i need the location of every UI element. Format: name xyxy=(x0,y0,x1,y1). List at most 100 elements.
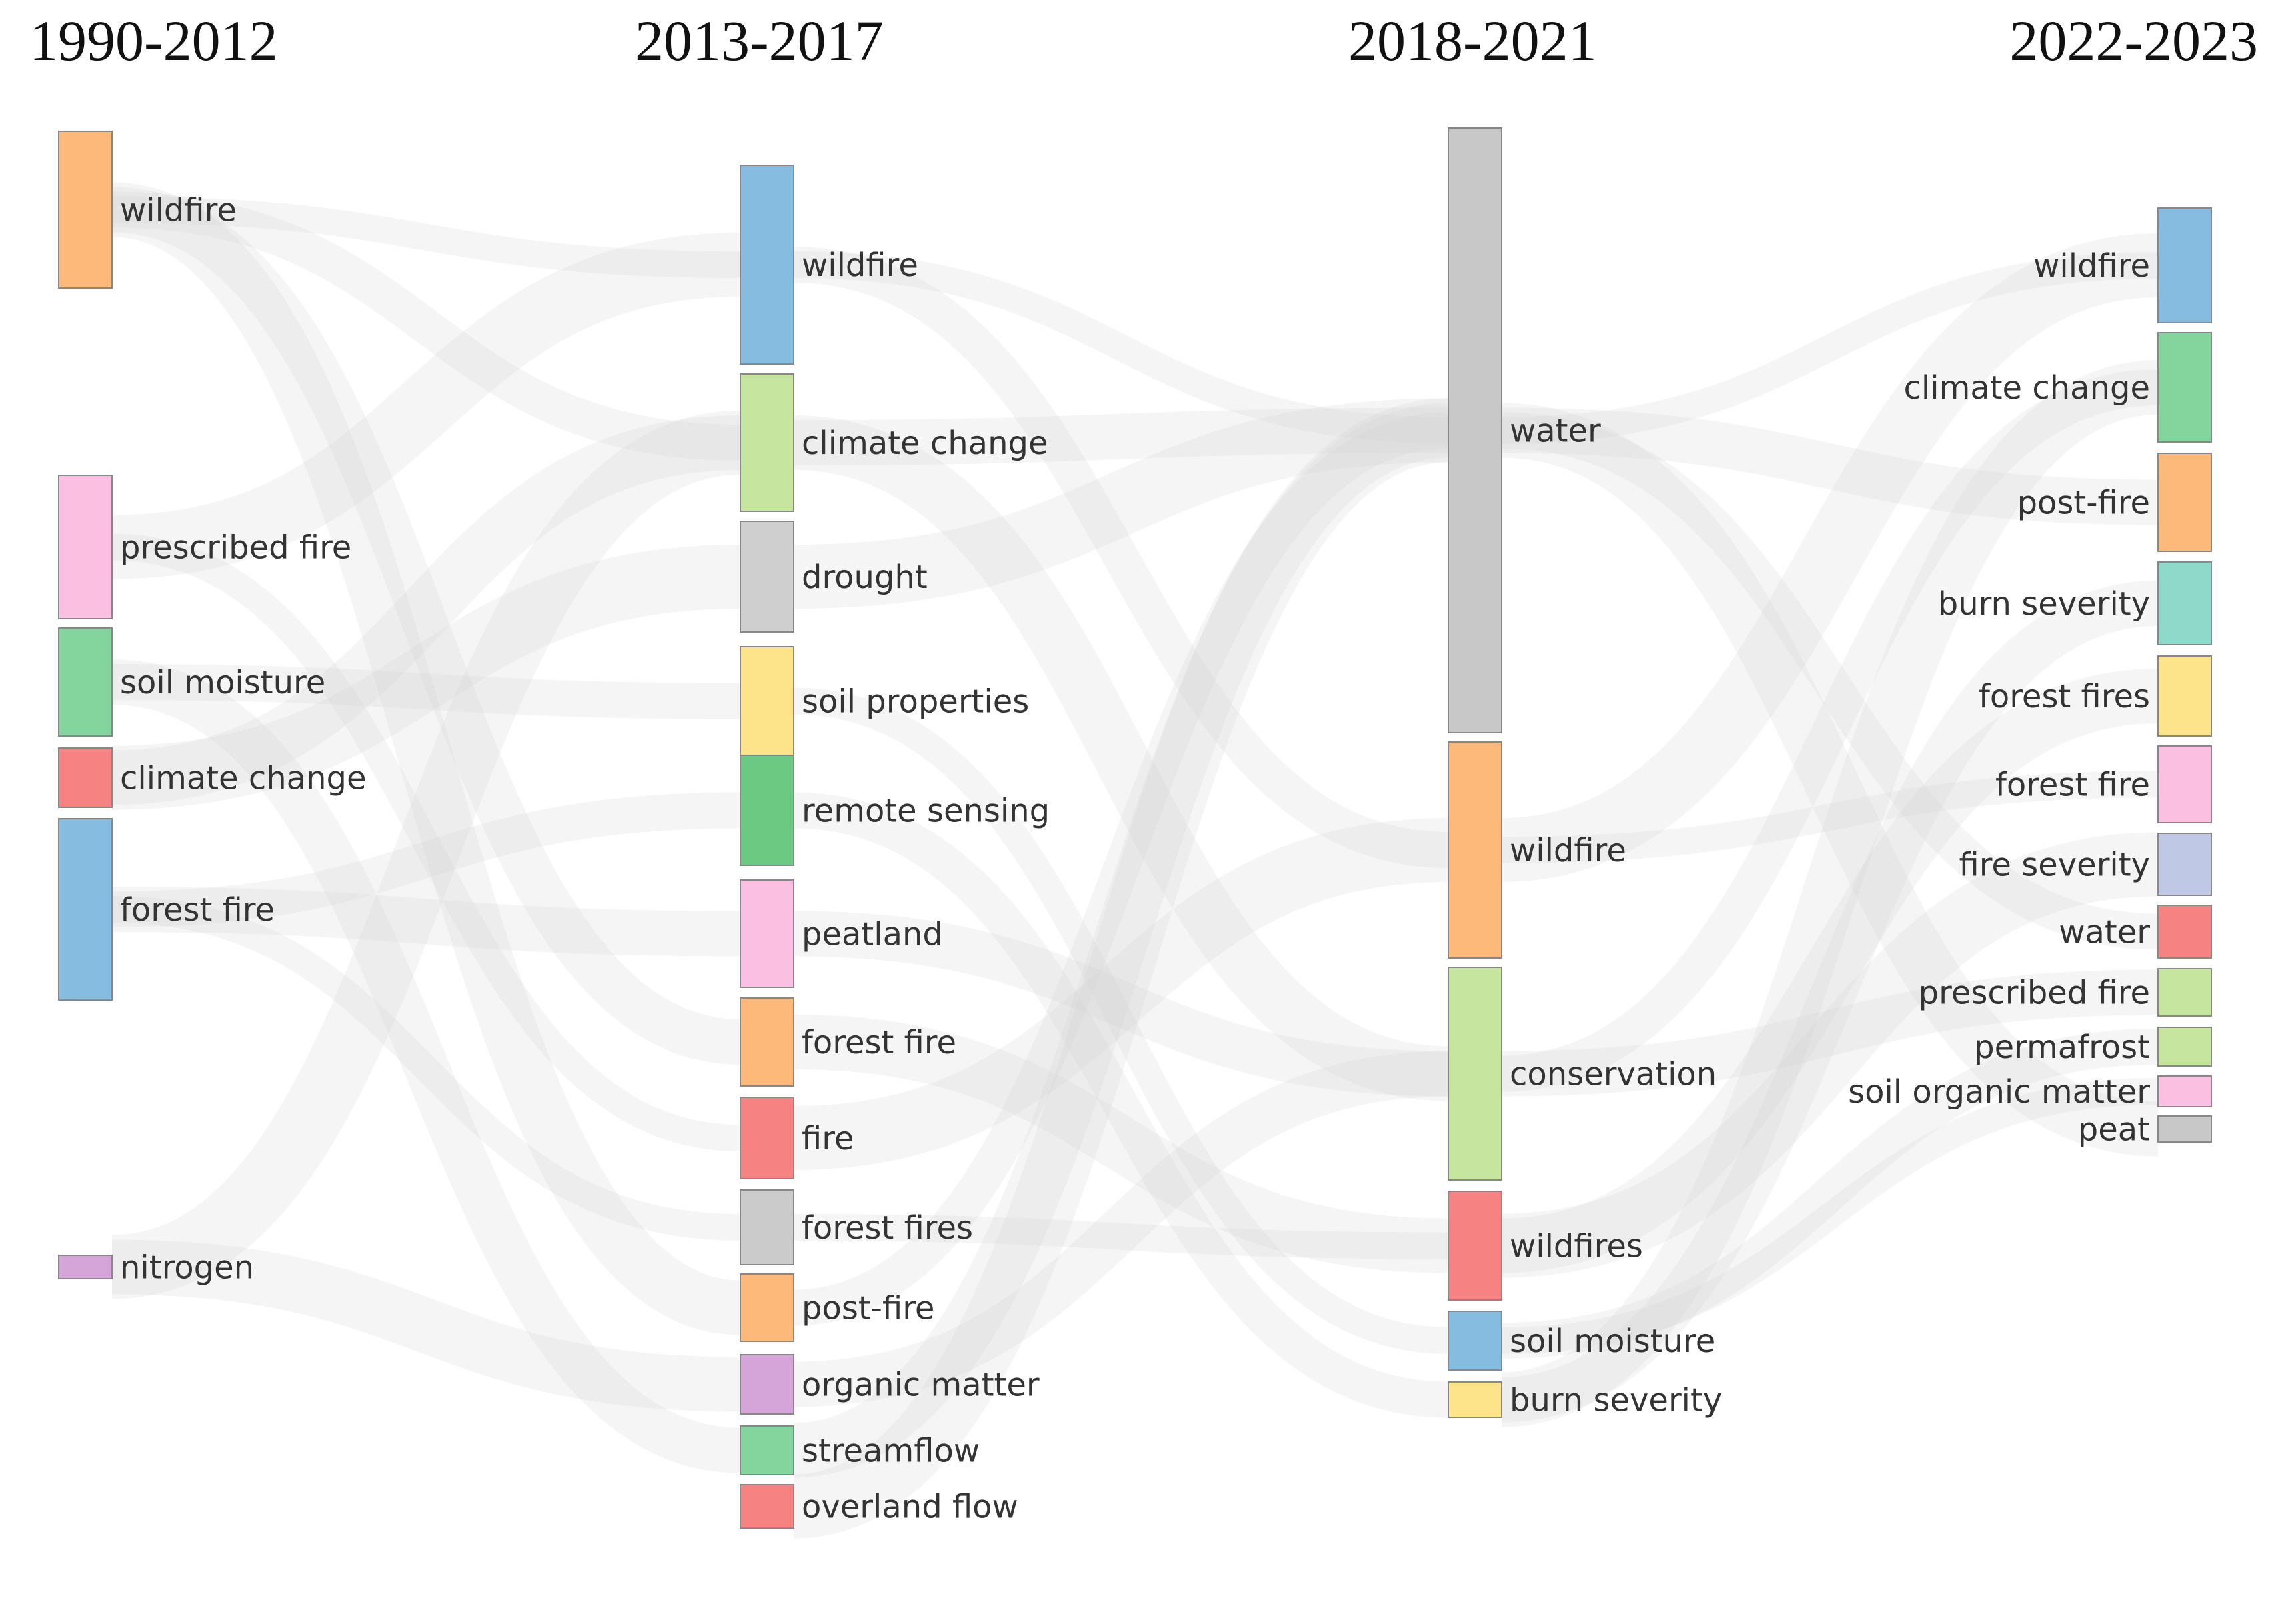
node-layer: wildfire prescribed fire soil moisture clim… xyxy=(58,127,2212,1529)
flow-p0_forest_fire-to-p1_peatland xyxy=(111,887,741,957)
node-p3_permafrost: permafrost xyxy=(1974,1027,2212,1067)
node-p0_nitrogen: nitrogen xyxy=(58,1249,254,1287)
node-label-p3_climate_change: climate change xyxy=(1904,369,2151,407)
node-bar-p1_wildfire xyxy=(740,165,794,365)
node-bar-p1_post_fire xyxy=(740,1273,794,1342)
node-p1_forest_fire: forest fire xyxy=(740,997,956,1087)
node-bar-p0_nitrogen xyxy=(58,1255,113,1279)
node-p2_burn_severity: burn severity xyxy=(1448,1381,1722,1419)
node-bar-p1_soil_properties xyxy=(740,646,794,756)
flow-p1_drought-to-p2_water xyxy=(793,398,1449,609)
node-label-p3_permafrost: permafrost xyxy=(1974,1029,2150,1066)
node-bar-p3_soil_organic_matter xyxy=(2157,1075,2212,1107)
node-label-p0_climate_change: climate change xyxy=(120,760,367,797)
node-label-p1_drought: drought xyxy=(802,559,928,596)
node-p3_soil_organic_matter: soil organic matter xyxy=(1848,1073,2212,1111)
node-bar-p3_prescribed_fire xyxy=(2157,968,2212,1017)
node-label-p3_forest_fires: forest fires xyxy=(1979,678,2150,715)
flow-p1_forest_fire-to-p2_wildfires xyxy=(793,1015,1449,1273)
node-label-p1_streamflow: streamflow xyxy=(802,1433,980,1470)
node-p2_wildfires: wildfires xyxy=(1448,1191,1643,1301)
flow-p2_wildfires-to-p3_fire_severity xyxy=(1501,832,2159,1278)
flow-p1_soil_properties-to-p2_soil_moisture xyxy=(793,687,1449,1354)
node-p2_wildfire: wildfire xyxy=(1448,741,1626,959)
node-p1_drought: drought xyxy=(740,521,928,633)
node-label-p3_burn_severity: burn severity xyxy=(1938,585,2150,623)
flow-p2_conservation-to-p3_prescribed_fire xyxy=(1501,969,2159,1097)
node-label-p1_climate_change: climate change xyxy=(802,425,1048,462)
node-p1_soil_properties: soil properties xyxy=(740,646,1029,756)
node-label-p1_fire: fire xyxy=(802,1120,854,1157)
node-bar-p3_fire_severity xyxy=(2157,833,2212,896)
node-p3_peat: peat xyxy=(2078,1111,2212,1149)
node-bar-p0_wildfire xyxy=(58,131,113,289)
node-bar-p3_forest_fire xyxy=(2157,745,2212,823)
node-label-p0_prescribed_fire: prescribed fire xyxy=(120,529,351,567)
node-p1_remote_sensing: remote sensing xyxy=(740,755,1050,866)
node-bar-p1_remote_sensing xyxy=(740,755,794,866)
node-label-p2_wildfire: wildfire xyxy=(1510,832,1626,869)
node-label-p1_organic_matter: organic matter xyxy=(802,1367,1040,1404)
node-bar-p3_water xyxy=(2157,905,2212,959)
node-bar-p2_wildfires xyxy=(1448,1191,1502,1301)
node-p2_water: water xyxy=(1448,127,1601,733)
node-bar-p1_organic_matter xyxy=(740,1354,794,1415)
node-p3_forest_fires: forest fires xyxy=(1979,655,2212,737)
flow-p0_forest_fire-to-p1_remote_sensing xyxy=(111,792,741,927)
node-p3_post_fire: post-fire xyxy=(2017,453,2212,552)
node-p1_climate_change: climate change xyxy=(740,373,1048,512)
node-p3_wildfire: wildfire xyxy=(2033,207,2212,323)
node-p0_forest_fire: forest fire xyxy=(58,818,275,1001)
flow-layer xyxy=(111,182,2159,1539)
node-p3_climate_change: climate change xyxy=(1904,332,2212,443)
node-p1_forest_fires: forest fires xyxy=(740,1189,973,1265)
node-p3_water: water xyxy=(2059,905,2212,959)
node-label-p1_soil_properties: soil properties xyxy=(802,683,1029,721)
flow-p2_burn_severity-to-p3_burn_severity xyxy=(1501,581,2159,1423)
flow-p1_climate_change-to-p2_conservation xyxy=(793,415,1449,1101)
flow-p0_wildfire-to-p1_climate_change xyxy=(111,191,741,461)
node-p1_wildfire: wildfire xyxy=(740,165,918,365)
flow-p2_soil_moisture-to-p3_soil_organic_matter xyxy=(1501,1078,2159,1354)
node-label-p1_forest_fire: forest fire xyxy=(802,1024,956,1061)
flow-p1_fire-to-p2_wildfire xyxy=(793,818,1449,1170)
flow-p0_prescribed_fire-to-p1_wildfire xyxy=(111,233,741,579)
flow-p2_water-to-p3_peat xyxy=(1501,403,2159,1157)
node-label-p3_peat: peat xyxy=(2078,1111,2150,1149)
flow-p0_wildfire-to-p1_forest_fire xyxy=(111,187,741,1065)
node-label-p2_soil_moisture: soil moisture xyxy=(1510,1323,1715,1360)
flow-p0_climate_change-to-p1_climate_change xyxy=(111,415,741,805)
node-bar-p1_fire xyxy=(740,1097,794,1179)
node-label-p3_water: water xyxy=(2059,914,2150,951)
flow-p0_soil_moisture-to-p1_streamflow xyxy=(111,659,741,1473)
node-bar-p2_conservation xyxy=(1448,967,1502,1181)
flow-p0_nitrogen-to-p1_climate_change xyxy=(111,411,742,1299)
node-label-p1_overland_flow: overland flow xyxy=(802,1489,1018,1526)
node-p1_overland_flow: overland flow xyxy=(740,1484,1018,1529)
flow-p2_burn_severity-to-p3_climate_change xyxy=(1500,360,2159,1427)
node-bar-p2_soil_moisture xyxy=(1448,1311,1502,1371)
flow-p0_nitrogen-to-p1_organic_matter xyxy=(111,1239,741,1412)
node-bar-p1_forest_fires xyxy=(740,1189,794,1265)
node-p1_streamflow: streamflow xyxy=(740,1425,980,1475)
node-bar-p3_burn_severity xyxy=(2157,561,2212,645)
period-title-4: 2022-2023 xyxy=(2009,9,2258,73)
flow-p1_forest_fires-to-p2_wildfires xyxy=(793,1214,1449,1259)
flow-p1_overland_flow-to-p2_water xyxy=(792,398,1450,1539)
flow-p2_water-to-p3_water xyxy=(1501,412,2159,950)
period-title-2: 2013-2017 xyxy=(635,9,884,73)
flow-p2_water-to-p3_post_fire xyxy=(1501,407,2159,525)
flow-p1_remote_sensing-to-p2_burn_severity xyxy=(793,792,1449,1418)
node-p3_burn_severity: burn severity xyxy=(1938,561,2212,645)
flow-p1_post_fire-to-p2_water xyxy=(793,412,1449,1326)
node-p0_wildfire: wildfire xyxy=(58,131,237,289)
period-title-1: 1990-2012 xyxy=(29,9,278,73)
flow-p2_wildfire-to-p3_wildfire xyxy=(1501,233,2159,882)
node-label-p1_post_fire: post-fire xyxy=(802,1290,934,1327)
flow-p1_peatland-to-p2_conservation xyxy=(793,911,1449,1097)
node-bar-p1_drought xyxy=(740,521,794,633)
flow-p1_wildfire-to-p2_water xyxy=(793,251,1449,444)
node-label-p0_wildfire: wildfire xyxy=(120,192,237,229)
node-p2_conservation: conservation xyxy=(1448,967,1717,1181)
node-label-p2_conservation: conservation xyxy=(1510,1056,1717,1093)
